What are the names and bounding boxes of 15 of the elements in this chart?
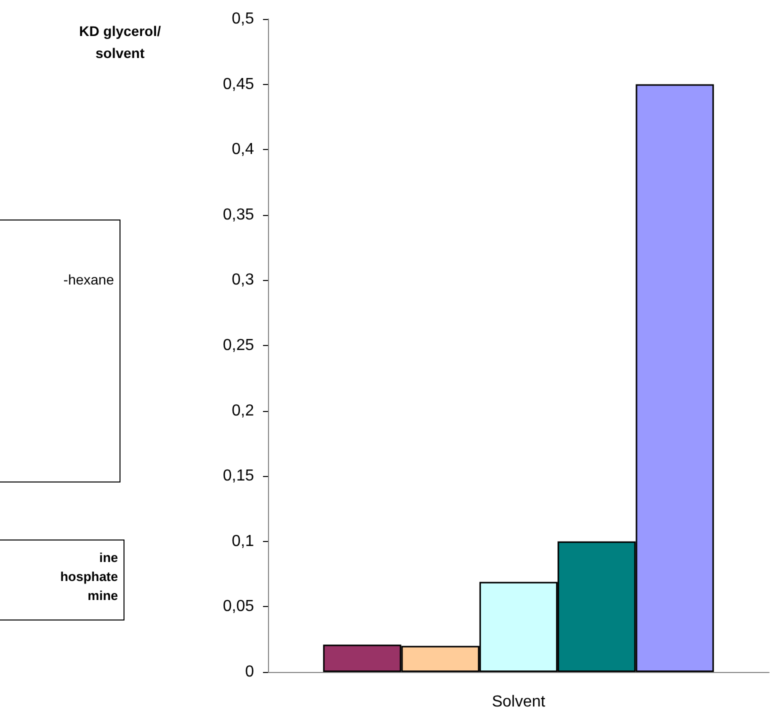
text: ine hosphate mine bbox=[60, 550, 118, 603]
y-tick-label: 0,5 bbox=[232, 10, 254, 28]
y-tick-label: 0,15 bbox=[222, 468, 254, 485]
y-tick-label: 0,3 bbox=[232, 272, 254, 289]
y-axis-title: KD glycerol/ solvent bbox=[79, 23, 161, 61]
y-tick-label: 0,35 bbox=[222, 206, 254, 224]
y-tick-label: 0 bbox=[245, 664, 254, 680]
y-tick-label: 0,1 bbox=[232, 532, 254, 550]
y-tick-label: 0,05 bbox=[222, 598, 254, 616]
x-tick-label: Solvent bbox=[492, 694, 546, 710]
y-tick-label: 0,4 bbox=[232, 141, 254, 158]
y-tick-label: 0,2 bbox=[232, 402, 254, 420]
text: -hexane bbox=[63, 272, 114, 288]
y-tick-label: 0,25 bbox=[222, 337, 254, 354]
y-tick-label: 0,45 bbox=[222, 76, 254, 93]
